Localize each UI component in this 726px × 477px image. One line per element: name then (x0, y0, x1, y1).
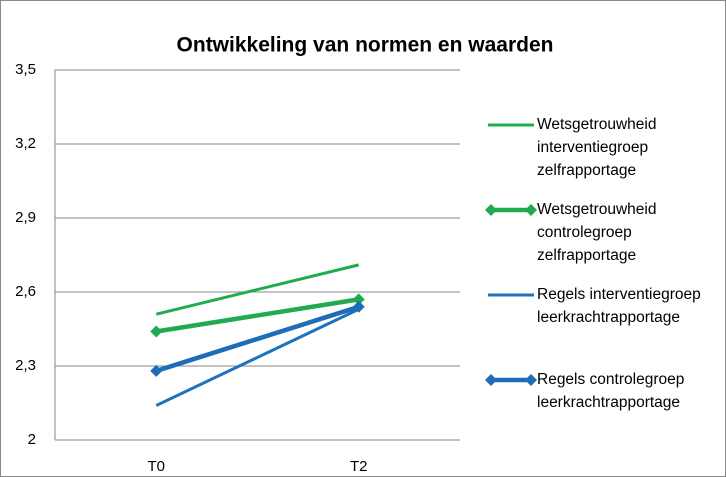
chart-title: Ontwikkeling van normen en waarden (177, 34, 554, 57)
data-marker (150, 325, 163, 338)
y-tick-label: 3,5 (15, 61, 36, 78)
y-tick-label: 2,9 (15, 209, 36, 226)
series-line (155, 304, 360, 374)
series-line (155, 297, 360, 334)
data-marker (352, 300, 365, 313)
x-tick-label: T2 (350, 458, 368, 475)
legend-marker (525, 374, 537, 386)
series-line (155, 263, 360, 316)
legend-marker (485, 204, 497, 216)
legend-label: Regels controlegroep leerkrachtrapportag… (537, 371, 685, 411)
y-tick-label: 3,2 (15, 135, 36, 152)
x-tick-label: T0 (147, 458, 165, 475)
legend-marker (525, 204, 537, 216)
data-marker (150, 364, 163, 377)
y-tick-label: 2 (28, 431, 36, 448)
data-marker (352, 293, 365, 306)
y-tick-label: 2,6 (15, 283, 36, 300)
series-line (155, 307, 360, 407)
legend-label: Wetsgetrouwheid interventiegroep zelfrap… (537, 116, 657, 179)
legend-label: Regels interventiegroep leerkrachtrappor… (537, 286, 701, 326)
legend-marker (485, 374, 497, 386)
legend-label: Wetsgetrouwheid controlegroep zelfrappor… (537, 201, 657, 264)
y-tick-label: 2,3 (15, 357, 36, 374)
